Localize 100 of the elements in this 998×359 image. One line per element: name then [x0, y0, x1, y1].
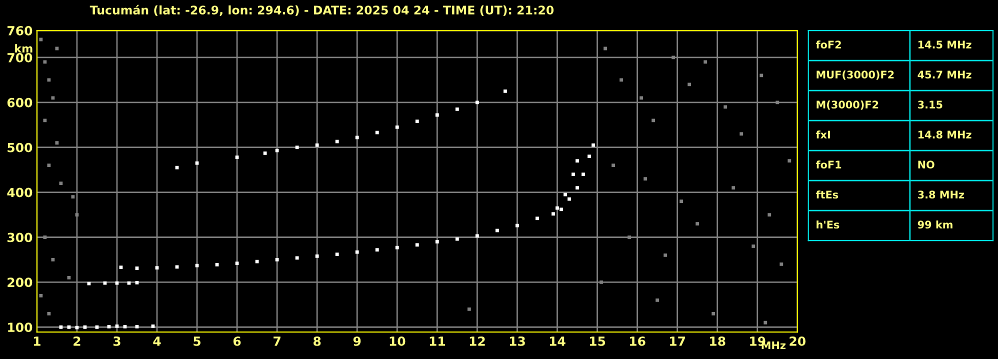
point: [59, 325, 63, 329]
point: [704, 60, 708, 64]
point: [51, 258, 55, 262]
point: [644, 177, 648, 181]
point: [43, 60, 47, 64]
point: [395, 125, 399, 129]
point: [680, 200, 684, 203]
point: [768, 213, 772, 216]
x-tick-label: 13: [510, 336, 525, 346]
x-tick-label: 4: [153, 336, 161, 346]
x-tick-label: 5: [194, 336, 200, 346]
x-tick-label: 17: [670, 336, 686, 346]
point: [516, 224, 519, 228]
text: 45.7 MHz: [918, 70, 972, 79]
point: [215, 262, 219, 266]
point: [315, 143, 319, 147]
y-tick-label: 100: [8, 322, 32, 332]
point: [135, 324, 139, 328]
point: [355, 250, 359, 254]
point: [776, 100, 780, 104]
text: 14.5 MHz: [918, 40, 972, 49]
x-tick-label: 10: [390, 336, 406, 346]
point: [592, 143, 595, 147]
point: [335, 252, 339, 256]
text: M(3000)F2: [816, 100, 878, 110]
x-tick-label: 2: [74, 336, 80, 346]
point: [788, 159, 792, 163]
point: [103, 281, 107, 285]
point: [476, 234, 479, 238]
point: [335, 140, 339, 144]
point: [375, 248, 379, 252]
point: [315, 254, 319, 258]
point: [235, 156, 239, 159]
x-tick-label: 14: [550, 336, 566, 346]
text: ftEs: [816, 190, 838, 199]
x-tick-label: 7: [274, 336, 280, 346]
point: [740, 132, 744, 136]
point: [536, 216, 539, 220]
point: [732, 186, 736, 190]
point: [75, 326, 79, 330]
point: [59, 182, 63, 186]
x-tick-label: 8: [314, 336, 321, 346]
point: [435, 240, 439, 244]
point: [135, 280, 139, 284]
point: [724, 105, 728, 109]
point: [47, 78, 51, 82]
point: [39, 38, 43, 42]
y-tick-label: 700: [8, 52, 32, 62]
point: [760, 74, 764, 78]
point: [496, 228, 499, 232]
point: [39, 294, 43, 298]
point: [67, 276, 71, 280]
point: [664, 254, 668, 257]
point: [107, 324, 111, 328]
point: [564, 192, 567, 196]
point: [175, 265, 179, 269]
point: [155, 266, 159, 270]
point: [71, 195, 75, 198]
text: fxI: [816, 130, 830, 138]
y-axis-title: km: [15, 44, 32, 53]
text: NO: [918, 160, 934, 169]
point: [455, 107, 459, 111]
point: [175, 166, 179, 170]
point: [119, 266, 123, 270]
point: [764, 320, 768, 324]
point: [295, 146, 299, 150]
point: [552, 212, 555, 216]
point: [127, 281, 131, 285]
point: [576, 159, 579, 163]
point: [556, 206, 559, 210]
point: [67, 325, 71, 329]
point: [752, 244, 756, 248]
point: [95, 325, 99, 329]
x-tick-label: 9: [353, 336, 361, 346]
point: [195, 161, 199, 165]
y-tick-label: 300: [8, 232, 32, 242]
y-tick-label: 600: [7, 98, 32, 108]
point: [115, 281, 119, 285]
point: [51, 96, 55, 100]
point: [780, 262, 784, 266]
point: [628, 236, 631, 239]
point: [135, 266, 139, 270]
point: [572, 172, 575, 176]
text: 99 km: [918, 220, 952, 229]
point: [275, 258, 279, 262]
point: [652, 118, 656, 122]
point: [604, 46, 607, 50]
x-tick-label: 1: [34, 336, 40, 346]
point: [696, 222, 700, 226]
y-tick-label: 760: [8, 26, 32, 36]
point: [375, 130, 379, 134]
point: [55, 46, 59, 50]
text: 3.15: [918, 100, 942, 109]
point: [275, 148, 279, 152]
point: [151, 324, 155, 328]
point: [568, 197, 571, 201]
point: [43, 236, 47, 239]
point: [476, 100, 479, 104]
point: [55, 141, 59, 145]
text: 14.8 MHz: [918, 130, 972, 139]
